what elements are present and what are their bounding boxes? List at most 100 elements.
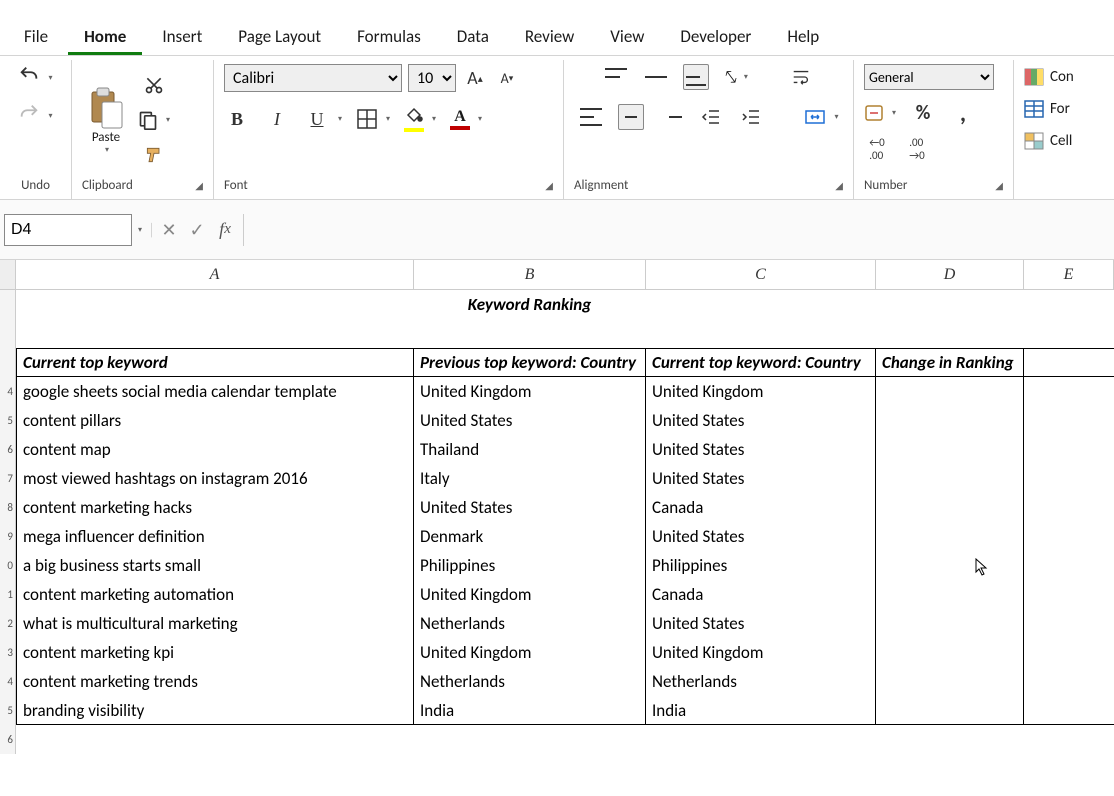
- table-cell[interactable]: [876, 696, 1024, 725]
- align-left-button[interactable]: [578, 104, 604, 130]
- cell[interactable]: [1024, 551, 1114, 580]
- table-cell[interactable]: [876, 377, 1024, 406]
- bold-button[interactable]: B: [224, 106, 250, 132]
- row-header[interactable]: 6: [0, 725, 16, 754]
- table-cell[interactable]: United Kingdom: [646, 638, 876, 667]
- table-cell[interactable]: Philippines: [646, 551, 876, 580]
- number-launcher[interactable]: ◢: [995, 179, 1003, 192]
- table-header[interactable]: Current top keyword: [16, 348, 414, 377]
- align-top-button[interactable]: [603, 64, 629, 90]
- number-format-select[interactable]: General: [864, 64, 994, 90]
- table-cell[interactable]: [876, 493, 1024, 522]
- table-cell[interactable]: [876, 667, 1024, 696]
- column-header-e[interactable]: E: [1024, 260, 1114, 289]
- tab-help[interactable]: Help: [771, 16, 835, 55]
- underline-button[interactable]: U: [304, 106, 330, 132]
- table-cell[interactable]: United States: [646, 435, 876, 464]
- cell[interactable]: [1024, 696, 1114, 725]
- tab-review[interactable]: Review: [509, 16, 590, 55]
- tab-insert[interactable]: Insert: [146, 16, 218, 55]
- column-header-a[interactable]: A: [16, 260, 414, 289]
- align-middle-button[interactable]: [643, 64, 669, 90]
- font-launcher[interactable]: ◢: [545, 179, 553, 192]
- table-cell[interactable]: content map: [16, 435, 414, 464]
- table-cell[interactable]: [876, 522, 1024, 551]
- table-cell[interactable]: Canada: [646, 493, 876, 522]
- table-cell[interactable]: Italy: [414, 464, 646, 493]
- table-cell[interactable]: [876, 551, 1024, 580]
- table-header[interactable]: Change in Ranking: [876, 348, 1024, 377]
- row-header[interactable]: [0, 348, 16, 377]
- table-cell[interactable]: mega influencer definition: [16, 522, 414, 551]
- table-cell[interactable]: United Kingdom: [646, 377, 876, 406]
- table-header[interactable]: Current top keyword: Country: [646, 348, 876, 377]
- paste-button[interactable]: Paste ▾: [82, 86, 130, 155]
- cell[interactable]: [16, 319, 414, 348]
- copy-button[interactable]: ▾: [138, 110, 170, 130]
- formula-input[interactable]: [243, 214, 1110, 246]
- cell[interactable]: [1024, 638, 1114, 667]
- tab-home[interactable]: Home: [68, 16, 142, 55]
- table-cell[interactable]: United Kingdom: [414, 580, 646, 609]
- cell[interactable]: [876, 725, 1024, 754]
- comma-button[interactable]: ,: [950, 100, 976, 126]
- orientation-button[interactable]: ⤡▾: [723, 68, 748, 87]
- table-cell[interactable]: Thailand: [414, 435, 646, 464]
- cell[interactable]: [1024, 493, 1114, 522]
- column-header-d[interactable]: D: [876, 260, 1024, 289]
- font-name-select[interactable]: Calibri: [224, 64, 402, 92]
- table-cell[interactable]: United States: [414, 493, 646, 522]
- tab-page-layout[interactable]: Page Layout: [222, 16, 337, 55]
- cell[interactable]: [1024, 406, 1114, 435]
- table-cell[interactable]: United States: [646, 464, 876, 493]
- row-header[interactable]: 1: [0, 580, 16, 609]
- cut-button[interactable]: [141, 72, 167, 98]
- cell[interactable]: [1024, 522, 1114, 551]
- table-cell[interactable]: Netherlands: [414, 609, 646, 638]
- cell[interactable]: [1024, 435, 1114, 464]
- decrease-decimal-button[interactable]: .00→0: [904, 136, 930, 162]
- table-cell[interactable]: what is multicultural marketing: [16, 609, 414, 638]
- cell[interactable]: [646, 319, 876, 348]
- table-cell[interactable]: content marketing kpi: [16, 638, 414, 667]
- column-header-c[interactable]: C: [646, 260, 876, 289]
- row-header[interactable]: 5: [0, 406, 16, 435]
- table-cell[interactable]: United States: [646, 609, 876, 638]
- table-cell[interactable]: [876, 609, 1024, 638]
- decrease-indent-button[interactable]: [698, 104, 724, 130]
- tab-developer[interactable]: Developer: [664, 16, 767, 55]
- table-cell[interactable]: branding visibility: [16, 696, 414, 725]
- cell[interactable]: [876, 290, 1024, 319]
- table-cell[interactable]: India: [646, 696, 876, 725]
- cell[interactable]: [1024, 725, 1114, 754]
- name-box-dropdown[interactable]: ▾: [138, 225, 142, 235]
- font-color-button[interactable]: A ▾: [450, 109, 482, 130]
- table-header[interactable]: Previous top keyword: Country: [414, 348, 646, 377]
- table-cell[interactable]: United States: [414, 406, 646, 435]
- italic-button[interactable]: I: [264, 106, 290, 132]
- cell[interactable]: [1024, 609, 1114, 638]
- enter-formula-button[interactable]: ✓: [183, 216, 211, 244]
- cell[interactable]: [16, 725, 414, 754]
- row-header[interactable]: [0, 290, 16, 319]
- percent-button[interactable]: %: [910, 100, 936, 126]
- undo-button[interactable]: ▾: [18, 64, 52, 92]
- table-cell[interactable]: a big business starts small: [16, 551, 414, 580]
- align-bottom-button[interactable]: [683, 64, 709, 90]
- row-header[interactable]: [0, 319, 16, 348]
- table-cell[interactable]: Canada: [646, 580, 876, 609]
- cell[interactable]: [1024, 290, 1114, 319]
- cell-styles-button[interactable]: Cell: [1024, 128, 1072, 154]
- row-header[interactable]: 9: [0, 522, 16, 551]
- tab-data[interactable]: Data: [441, 16, 505, 55]
- title-cell[interactable]: Keyword Ranking: [414, 290, 646, 319]
- cell[interactable]: [646, 290, 876, 319]
- table-cell[interactable]: most viewed hashtags on instagram 2016: [16, 464, 414, 493]
- table-cell[interactable]: United States: [646, 522, 876, 551]
- align-right-button[interactable]: [658, 104, 684, 130]
- table-cell[interactable]: content marketing automation: [16, 580, 414, 609]
- format-painter-button[interactable]: [141, 142, 167, 168]
- row-header[interactable]: 5: [0, 696, 16, 725]
- cell[interactable]: [1024, 377, 1114, 406]
- alignment-launcher[interactable]: ◢: [835, 179, 843, 192]
